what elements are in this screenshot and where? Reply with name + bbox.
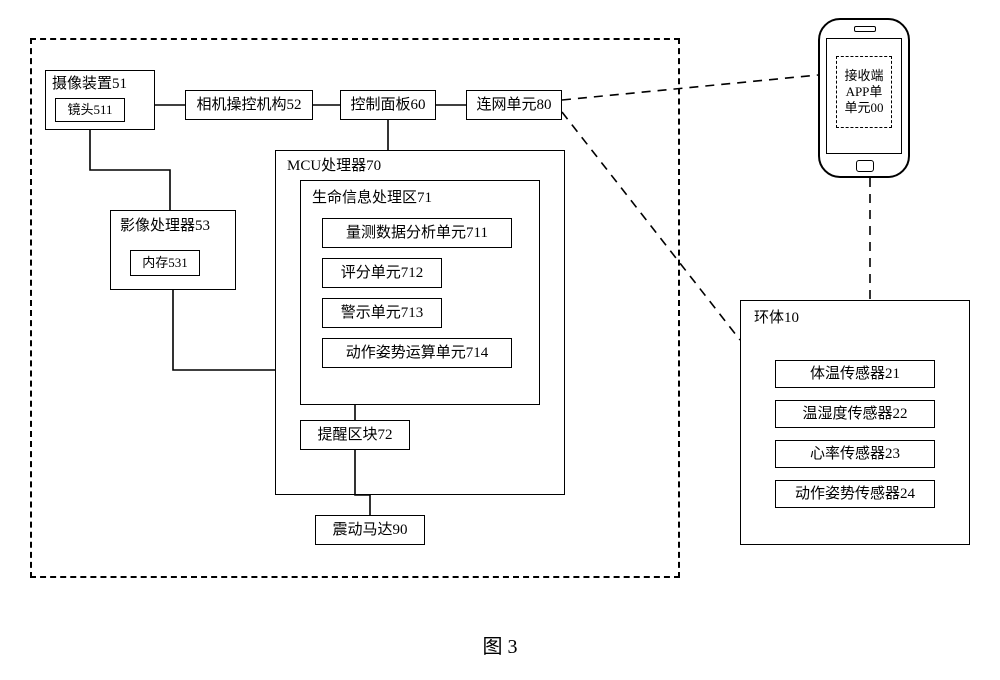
unit-712: 评分单元712 bbox=[322, 258, 442, 288]
camera-device-label: 摄像装置51 bbox=[50, 72, 129, 93]
unit-714: 动作姿势运算单元714 bbox=[322, 338, 512, 368]
receiver-app-unit-00: 接收端 APP单 单元00 bbox=[836, 56, 892, 128]
sensor-22: 温湿度传感器22 bbox=[775, 400, 935, 428]
sensor-24: 动作姿势传感器24 bbox=[775, 480, 935, 508]
sensor-21: 体温传感器21 bbox=[775, 360, 935, 388]
ring-body-label: 环体10 bbox=[752, 306, 801, 327]
life-info-label: 生命信息处理区71 bbox=[310, 186, 434, 207]
camera-ctrl-52: 相机操控机构52 bbox=[185, 90, 313, 120]
sensor-23: 心率传感器23 bbox=[775, 440, 935, 468]
figure-caption: 图 3 bbox=[0, 630, 1000, 659]
life-info-area-71 bbox=[300, 180, 540, 405]
remind-block-72: 提醒区块72 bbox=[300, 420, 410, 450]
network-unit-80: 连网单元80 bbox=[466, 90, 562, 120]
control-panel-60: 控制面板60 bbox=[340, 90, 436, 120]
unit-711: 量测数据分析单元711 bbox=[322, 218, 512, 248]
vibration-motor-90: 震动马达90 bbox=[315, 515, 425, 545]
phone-speaker-icon bbox=[854, 26, 876, 32]
memory-531: 内存531 bbox=[130, 250, 200, 276]
mcu-label: MCU处理器70 bbox=[285, 154, 383, 175]
lens-511: 镜头511 bbox=[55, 98, 125, 122]
image-processor-label: 影像处理器53 bbox=[118, 214, 212, 235]
phone-home-icon bbox=[856, 160, 874, 172]
unit-713: 警示单元713 bbox=[322, 298, 442, 328]
